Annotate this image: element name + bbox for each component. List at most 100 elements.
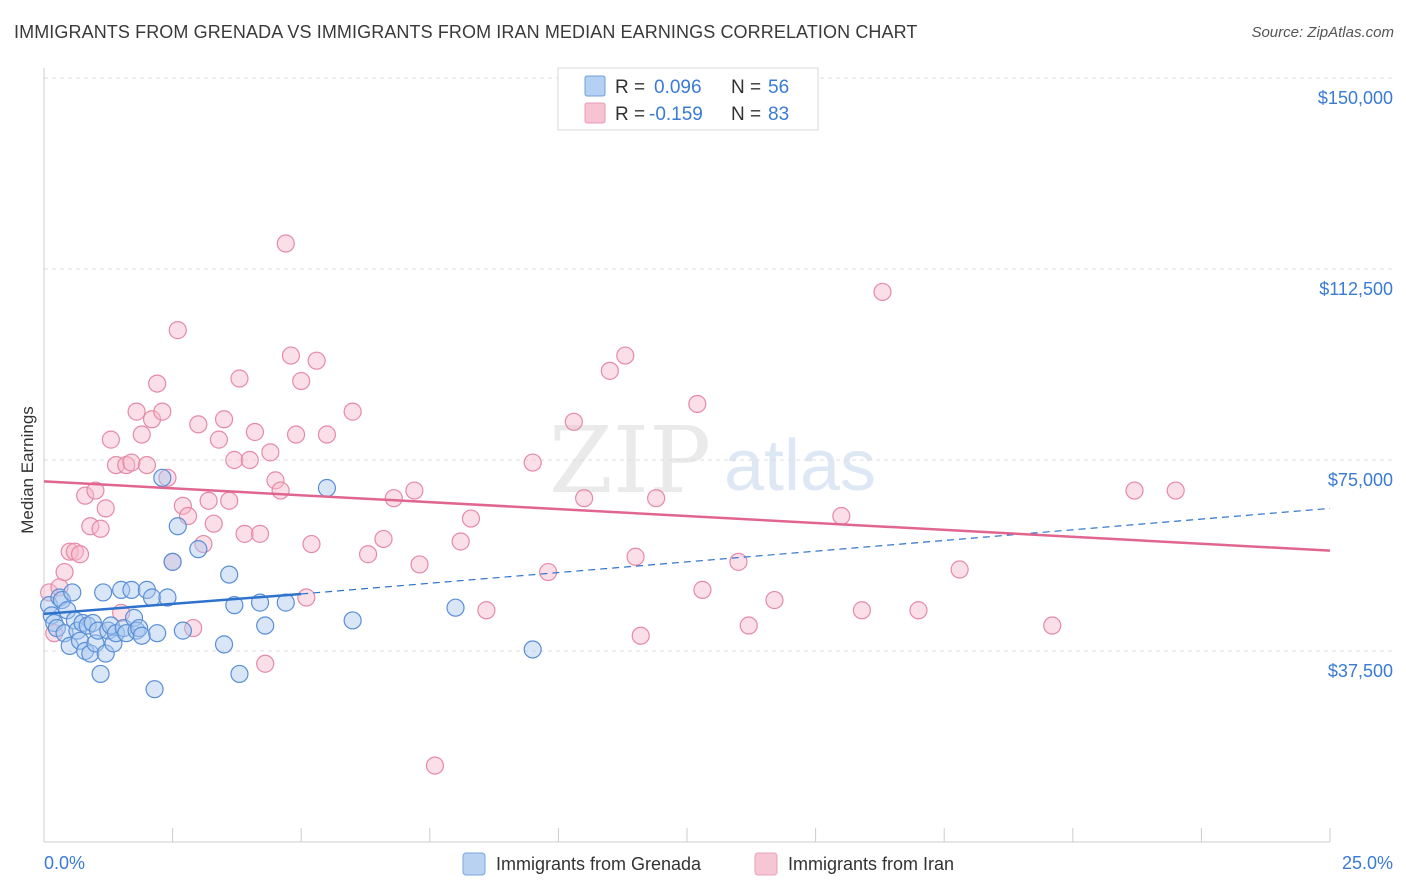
- iran-point: [461, 509, 481, 528]
- iran-point: [76, 486, 95, 505]
- iran-point: [276, 234, 295, 253]
- iran-point: [266, 471, 285, 490]
- grenada-point: [78, 616, 97, 635]
- grenada-point: [523, 640, 542, 659]
- iran-point: [45, 624, 64, 643]
- iran-point: [148, 374, 167, 393]
- iran-point: [317, 425, 337, 444]
- legend-swatch-grenada: [584, 75, 606, 97]
- iran-point: [122, 453, 141, 472]
- grenada-point: [70, 631, 90, 650]
- iran-series: [40, 234, 1185, 775]
- grenada-point: [63, 583, 82, 602]
- grenada-point: [158, 588, 177, 607]
- iran-point: [168, 321, 187, 340]
- chart-title: IMMIGRANTS FROM GRENADA VS IMMIGRANTS FR…: [14, 22, 918, 42]
- iran-point: [70, 545, 90, 564]
- iran-point: [117, 455, 136, 475]
- grenada-trend-line: [43, 592, 302, 616]
- iran-point: [261, 443, 280, 462]
- iran-point: [225, 450, 244, 470]
- iran-point: [142, 410, 162, 429]
- iran-point: [477, 601, 496, 620]
- iran-point: [1125, 481, 1144, 500]
- iran-point: [564, 412, 583, 431]
- iran-point: [86, 481, 105, 500]
- iran-point: [451, 532, 470, 551]
- bottom-legend-swatch-iran: [754, 852, 778, 876]
- iran-point: [286, 425, 306, 444]
- iran-point: [204, 514, 223, 533]
- y-tick-label: $75,000: [1328, 470, 1393, 490]
- iran-point: [297, 588, 316, 607]
- grenada-point: [142, 588, 162, 607]
- grenada-point: [446, 598, 465, 617]
- iran-point: [91, 519, 110, 538]
- grenada-point: [52, 590, 72, 610]
- iran-point: [199, 491, 218, 510]
- iran-point: [230, 369, 249, 388]
- grenada-point: [145, 680, 164, 699]
- iran-point: [65, 542, 84, 561]
- iran-point: [647, 489, 666, 508]
- iran-point: [358, 545, 378, 564]
- iran-point: [410, 555, 429, 574]
- iran-point: [194, 534, 213, 554]
- iran-point: [688, 394, 707, 414]
- bottom-legend-swatch-grenada: [462, 852, 486, 876]
- grenada-point: [173, 621, 192, 640]
- iran-point: [873, 282, 892, 302]
- grenada-point: [122, 580, 141, 599]
- series-legend: Immigrants from Grenada Immigrants from …: [462, 852, 954, 876]
- bottom-legend-label-iran: Immigrants from Iran: [788, 854, 954, 874]
- iran-point: [271, 481, 290, 500]
- grenada-point: [220, 565, 239, 584]
- x-tick-label-left: 0.0%: [44, 853, 85, 873]
- iran-point: [1166, 481, 1185, 500]
- iran-point: [729, 552, 748, 571]
- legend-r-label-iran: R =: [615, 104, 645, 125]
- iran-point: [101, 430, 120, 449]
- iran-point: [425, 756, 445, 775]
- iran-point: [600, 361, 619, 380]
- iran-point: [626, 547, 645, 566]
- grenada-point: [189, 540, 208, 559]
- grenada-point: [153, 468, 172, 487]
- iran-point: [950, 560, 969, 579]
- bottom-legend-label-grenada: Immigrants from Grenada: [496, 854, 702, 874]
- iran-point: [189, 415, 208, 434]
- grenada-point: [132, 626, 151, 645]
- gridlines: [44, 77, 1393, 652]
- iran-point: [343, 402, 362, 421]
- iran-point: [292, 371, 311, 391]
- grenada-point: [163, 552, 182, 571]
- grenada-point: [256, 616, 275, 635]
- legend-n-label-grenada: N =: [731, 77, 761, 98]
- iran-point: [127, 402, 146, 421]
- iran-point: [739, 616, 758, 635]
- grenada-point: [73, 613, 92, 633]
- iran-point: [523, 453, 542, 472]
- grenada-trend-dashed: [301, 507, 1331, 595]
- iran-point: [307, 351, 326, 370]
- grenada-point: [96, 644, 115, 663]
- legend-n-value-iran: 83: [768, 104, 789, 125]
- iran-point: [302, 534, 321, 554]
- iran-point: [158, 468, 177, 487]
- legend-r-value-grenada: 0.096: [654, 77, 702, 98]
- grenada-point: [127, 621, 146, 640]
- iran-point: [245, 422, 265, 442]
- iran-point: [575, 489, 594, 508]
- iran-point: [832, 506, 851, 526]
- iran-point: [616, 346, 635, 365]
- iran-point: [173, 496, 192, 515]
- iran-point: [153, 402, 172, 421]
- iran-point: [137, 455, 156, 475]
- legend-n-label-iran: N =: [731, 104, 761, 125]
- grenada-point: [112, 580, 131, 599]
- source-label: Source: ZipAtlas.com: [1251, 24, 1394, 41]
- legend-n-value-grenada: 56: [768, 77, 789, 98]
- iran-point: [235, 524, 254, 543]
- iran-point: [765, 590, 784, 610]
